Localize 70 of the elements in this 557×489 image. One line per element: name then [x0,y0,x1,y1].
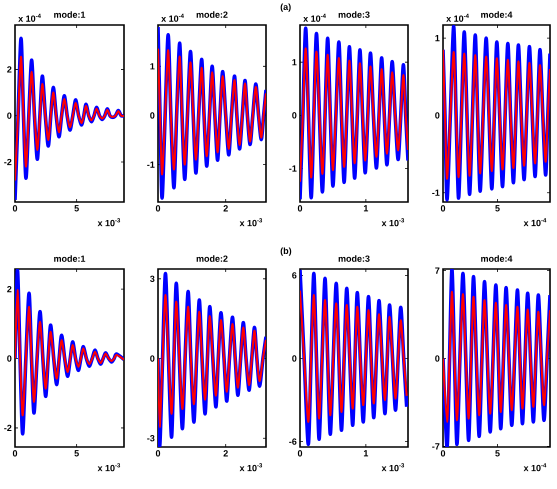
y-tick-label: -6 [289,438,296,445]
chart-title: mode:2 [196,255,228,262]
y-tick-label: 0 [150,355,154,362]
y-tick-label: 0 [292,355,296,362]
y-tick-label: -7 [432,443,440,450]
x-tick-label: 0 [12,205,18,212]
x-tick-label: 5 [74,205,79,212]
y-tick-label: 1 [292,59,297,66]
x-tick-label: 5 [495,450,500,456]
line-series [300,290,408,423]
y-tick-label: 1 [150,63,155,70]
x-axis-title: x 10$^{-4}$ [524,218,546,226]
y-tick-label: 0 [150,112,154,119]
chart-title: mode:3 [338,255,370,262]
y-tick-label: 0 [435,355,440,362]
y-tick-label: 1 [435,35,440,42]
x-axis-title: x 10$^{-4}$ [524,463,546,472]
line-series [443,290,550,423]
x-axis-title: x 10$^{-3}$ [240,463,262,472]
text: (b) [280,247,292,256]
x-tick-label: 0 [156,450,160,457]
y-axis-title: x 10$^{-4}$ [18,14,41,22]
chart-title: mode:1 [54,11,86,18]
y-tick-label: 0 [292,112,296,119]
y-tick-label: -3 [147,435,154,442]
text: (a) [280,3,291,12]
chart-title: mode:3 [338,11,370,18]
x-tick-label: 0 [156,205,160,212]
y-tick-label: -2 [4,158,12,166]
x-tick-label: 2 [224,205,228,212]
chart-title: mode:1 [54,255,86,262]
x-tick-label: 2 [224,450,228,456]
x-tick-label: 0 [440,450,446,457]
y-tick-label: 2 [7,286,12,292]
x-axis-title: x 10$^{-3}$ [240,218,262,226]
chart-title: mode:4 [481,255,512,262]
line-series [15,288,124,416]
x-tick-label: 0 [440,205,446,212]
line-series [300,47,408,183]
y-axis-title: x 10$^{-4}$ [161,14,184,22]
y-tick-label: -1 [432,190,440,196]
x-axis-title: x 10$^{-3}$ [382,463,404,472]
x-axis-title: x 10$^{-3}$ [98,218,120,226]
y-axis-title: x 10$^{-4}$ [446,14,469,22]
y-tick-label: 6 [292,272,296,279]
y-tick-label: -2 [4,424,12,432]
y-tick-label: 7 [435,268,440,274]
x-tick-label: 0 [298,450,302,457]
y-tick-label: 0 [7,112,12,119]
x-axis-title: x 10$^{-3}$ [382,218,404,226]
x-tick-label: 1 [364,205,368,212]
y-axis-title: x 10$^{-4}$ [303,14,326,22]
y-tick-label: 0 [435,112,440,119]
line-series [158,48,266,176]
x-tick-label: 0 [12,450,18,457]
y-tick-label: 3 [150,276,154,282]
x-axis-title: x 10$^{-3}$ [98,463,120,472]
y-tick-label: 0 [7,355,12,362]
y-tick-label: 2 [7,66,12,73]
chart-title: mode:4 [481,11,512,18]
chart-title: mode:2 [196,11,228,18]
line-series [443,48,550,180]
y-tick-label: -1 [289,165,297,172]
x-tick-label: 5 [74,450,79,456]
x-tick-label: 5 [495,205,500,212]
x-tick-label: 0 [298,205,302,212]
y-tick-label: -1 [147,162,155,168]
line-series [15,56,124,182]
line-series [158,294,266,428]
x-tick-label: 1 [364,450,368,456]
